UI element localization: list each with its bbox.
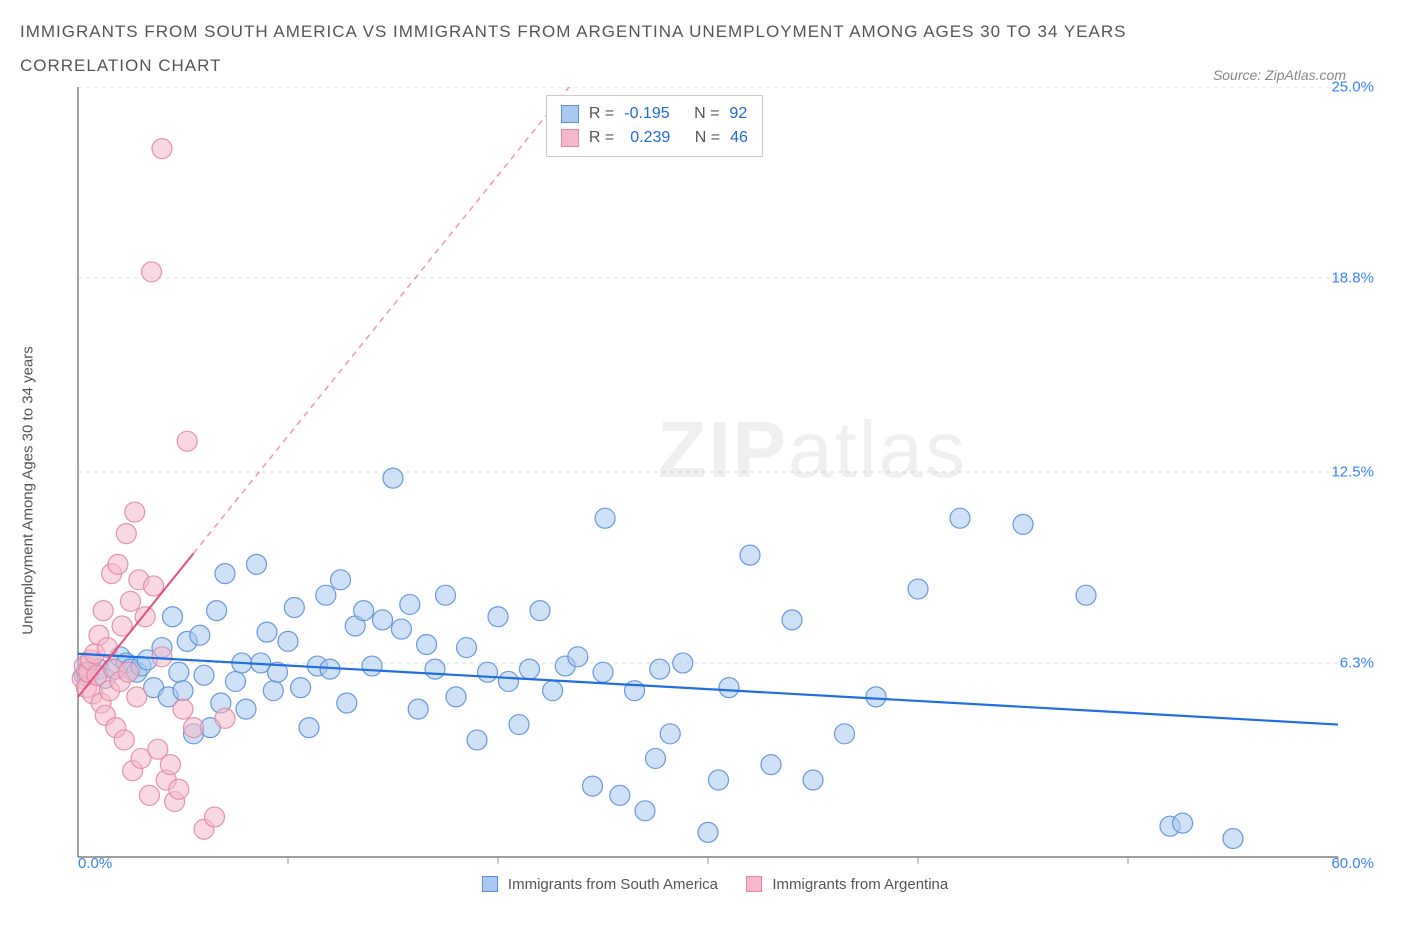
legend-swatch-2 bbox=[746, 876, 762, 892]
stats-n-label-1: N = bbox=[694, 102, 719, 126]
stats-row-1: R = -0.195 N = 92 bbox=[561, 102, 748, 126]
title-line-2: CORRELATION CHART bbox=[20, 49, 1213, 83]
title-block: IMMIGRANTS FROM SOUTH AMERICA VS IMMIGRA… bbox=[20, 15, 1213, 83]
stats-r-label-1: R = bbox=[589, 102, 614, 126]
stats-swatch-1 bbox=[561, 105, 579, 123]
stats-n-label-2: N = bbox=[695, 126, 720, 150]
legend-label-1: Immigrants from South America bbox=[508, 876, 718, 893]
legend-label-2: Immigrants from Argentina bbox=[772, 876, 948, 893]
stats-n-value-2: 46 bbox=[730, 126, 748, 150]
y-tick-label: 12.5% bbox=[1331, 464, 1374, 481]
legend-swatch-1 bbox=[482, 876, 498, 892]
y-tick-label: 25.0% bbox=[1331, 79, 1374, 96]
y-axis-label: Unemployment Among Ages 30 to 34 years bbox=[20, 346, 37, 635]
stats-r-value-2: 0.239 bbox=[630, 126, 670, 150]
bottom-legend: Immigrants from South America Immigrants… bbox=[20, 876, 1386, 893]
scatter-chart bbox=[20, 87, 1350, 877]
stats-swatch-2 bbox=[561, 129, 579, 147]
stats-n-value-1: 92 bbox=[729, 102, 747, 126]
chart-area: Unemployment Among Ages 30 to 34 years Z… bbox=[20, 87, 1386, 877]
stats-row-2: R = 0.239 N = 46 bbox=[561, 126, 748, 150]
y-tick-label: 18.8% bbox=[1331, 269, 1374, 286]
chart-header: IMMIGRANTS FROM SOUTH AMERICA VS IMMIGRA… bbox=[20, 15, 1386, 83]
stats-r-value-1: -0.195 bbox=[624, 102, 669, 126]
stats-box: R = -0.195 N = 92 R = 0.239 N = 46 bbox=[546, 95, 763, 157]
title-line-1: IMMIGRANTS FROM SOUTH AMERICA VS IMMIGRA… bbox=[20, 15, 1213, 49]
stats-r-label-2: R = bbox=[589, 126, 614, 150]
y-tick-label: 6.3% bbox=[1340, 654, 1374, 671]
